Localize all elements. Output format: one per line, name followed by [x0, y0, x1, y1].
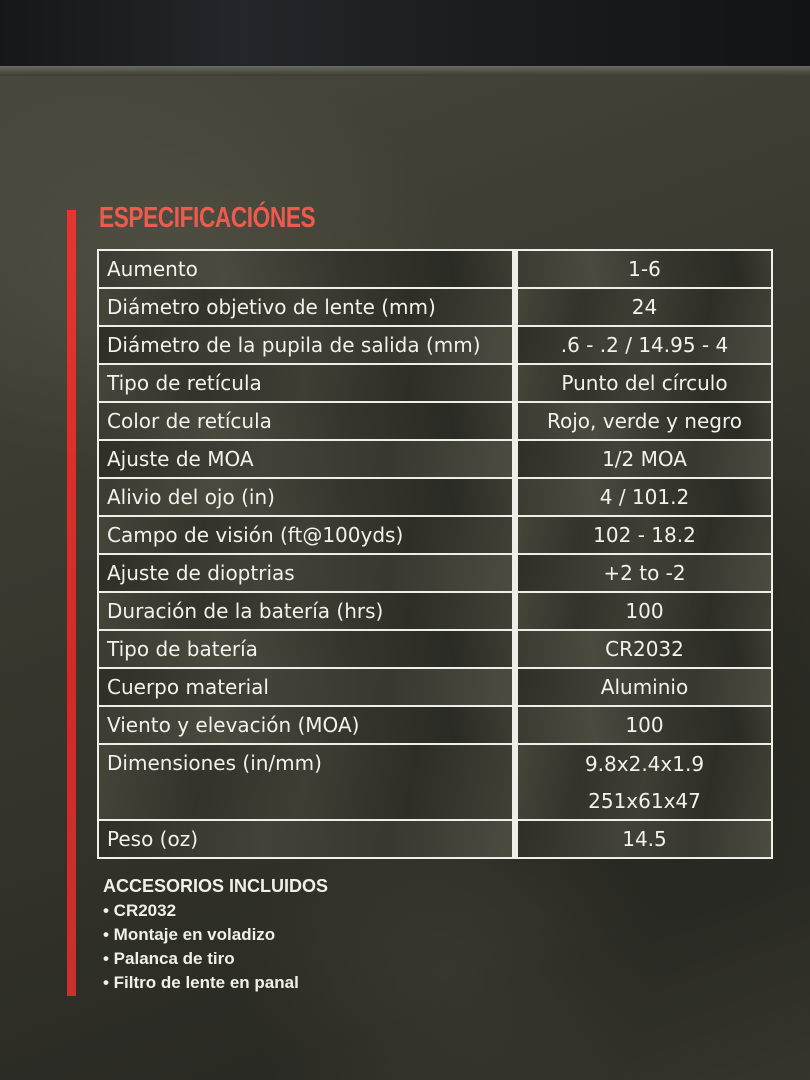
spec-value: Aluminio	[600, 675, 689, 699]
table-row: Ajuste de MOA 1/2 MOA	[99, 441, 771, 477]
table-row: Peso (oz) 14.5	[99, 821, 771, 857]
spec-label: Tipo de retícula	[99, 365, 512, 401]
spec-value: 24	[631, 295, 658, 319]
spec-value-cell: .6 - .2 / 14.95 - 4	[518, 327, 771, 363]
spec-label: Alivio del ojo (in)	[99, 479, 512, 515]
spec-value-cell: Aluminio	[518, 669, 771, 705]
spec-value-cell: +2 to -2	[518, 555, 771, 591]
spec-label: Tipo de batería	[99, 631, 512, 667]
spec-value: .6 - .2 / 14.95 - 4	[560, 333, 729, 357]
spec-value-cell: 100	[518, 707, 771, 743]
spec-value: 251x61x47	[588, 788, 701, 813]
spec-label: Ajuste de dioptrias	[99, 555, 512, 591]
table-row: Cuerpo material Aluminio	[99, 669, 771, 705]
spec-value-cell: CR2032	[518, 631, 771, 667]
table-row: Tipo de retícula Punto del círculo	[99, 365, 771, 401]
spec-value-cell: 14.5	[518, 821, 771, 857]
accessories-list: ACCESORIOS INCLUIDOS • CR2032 • Montaje …	[103, 876, 328, 995]
spec-value-cell: 1/2 MOA	[518, 441, 771, 477]
section-title: ESPECIFICACIÓNES	[99, 202, 316, 234]
spec-table: Aumento 1-6 Diámetro objetivo de lente (mm…	[97, 249, 773, 859]
spec-label: Peso (oz)	[99, 821, 512, 857]
spec-value-cell: 100	[518, 593, 771, 629]
accent-bar	[67, 210, 76, 996]
table-row: Tipo de batería CR2032	[99, 631, 771, 667]
spec-label: Campo de visión (ft@100yds)	[99, 517, 512, 553]
spec-value: 1-6	[628, 257, 661, 281]
spec-label: Ajuste de MOA	[99, 441, 512, 477]
table-row: Viento y elevación (MOA) 100	[99, 707, 771, 743]
spec-value: 1/2 MOA	[602, 447, 687, 471]
spec-value-cell: Punto del círculo	[518, 365, 771, 401]
spec-label: Viento y elevación (MOA)	[99, 707, 512, 743]
table-row: Diámetro objetivo de lente (mm) 24	[99, 289, 771, 325]
spec-label: Diámetro objetivo de lente (mm)	[99, 289, 512, 325]
table-row: Diámetro de la pupila de salida (mm) .6 -…	[99, 327, 771, 363]
spec-value: Punto del círculo	[561, 371, 728, 395]
list-item: • Palanca de tiro	[103, 949, 235, 968]
spec-value: 14.5	[622, 827, 667, 851]
table-row: Aumento 1-6	[99, 251, 771, 287]
spec-value: CR2032	[605, 637, 684, 661]
list-item: • Montaje en voladizo	[103, 925, 276, 944]
spec-value: 9.8x2.4x1.9	[584, 751, 705, 776]
accessories-heading: ACCESORIOS INCLUIDOS	[103, 876, 329, 896]
spec-value: 100	[625, 599, 664, 623]
table-row: Campo de visión (ft@100yds) 102 - 18.2	[99, 517, 771, 553]
spec-value: 100	[625, 713, 664, 737]
spec-value-cell: 24	[518, 289, 771, 325]
background-object	[0, 0, 810, 68]
spec-label: Color de retícula	[99, 403, 512, 439]
spec-label: Duración de la batería (hrs)	[99, 593, 512, 629]
spec-value: 102 - 18.2	[593, 523, 696, 547]
table-row: Ajuste de dioptrias +2 to -2	[99, 555, 771, 591]
box-edge	[0, 66, 810, 76]
spec-label: Aumento	[99, 251, 512, 287]
table-row: Dimensiones (in/mm) 9.8x2.4x1.9 251x61x47	[99, 745, 771, 819]
spec-value-cell: 102 - 18.2	[518, 517, 771, 553]
spec-value: Rojo, verde y negro	[547, 409, 742, 433]
spec-label: Diámetro de la pupila de salida (mm)	[99, 327, 512, 363]
spec-value-cell: 9.8x2.4x1.9 251x61x47	[518, 745, 771, 819]
table-row: Color de retícula Rojo, verde y negro	[99, 403, 771, 439]
table-row: Alivio del ojo (in) 4 / 101.2	[99, 479, 771, 515]
list-item: • Filtro de lente en panal	[103, 973, 299, 992]
spec-value-cell: 1-6	[518, 251, 771, 287]
spec-label: Cuerpo material	[99, 669, 512, 705]
spec-value-cell: Rojo, verde y negro	[518, 403, 771, 439]
spec-value: +2 to -2	[603, 561, 686, 585]
spec-value: 4 / 101.2	[599, 485, 690, 509]
spec-label: Dimensiones (in/mm)	[99, 745, 512, 819]
table-row: Duración de la batería (hrs) 100	[99, 593, 771, 629]
spec-value-cell: 4 / 101.2	[518, 479, 771, 515]
list-item: • CR2032	[103, 901, 177, 920]
